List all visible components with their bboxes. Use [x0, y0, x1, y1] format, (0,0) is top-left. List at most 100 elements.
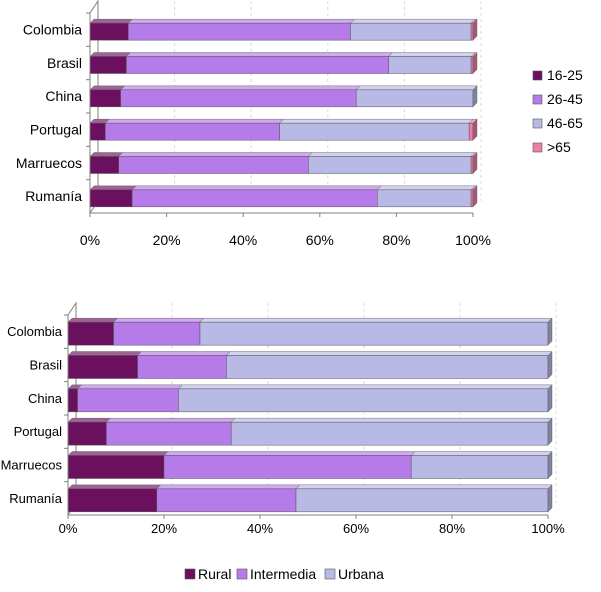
bar-brasil-16-25 [89, 52, 131, 74]
x-tick-label: 60% [343, 521, 369, 536]
x-tick-label: 0% [80, 232, 100, 248]
bar-rumania-rural [67, 484, 162, 513]
x-tick-label: 40% [229, 232, 257, 248]
legend-item-intermedia: Intermedia [236, 566, 316, 582]
legend: Rural Intermedia Urbana [184, 566, 384, 582]
bar-row-brasil [89, 52, 478, 74]
bar-brasil-rural [67, 351, 143, 379]
legend-swatch [184, 568, 196, 580]
bar-portugal-rural [67, 417, 111, 446]
bar-end-face [472, 152, 478, 174]
bar-colombia-26-45 [127, 18, 355, 41]
bar-brasil-intermedia [137, 351, 231, 379]
legend-swatch [532, 94, 543, 105]
legend-swatch [236, 568, 248, 580]
x-tick-label: 80% [382, 232, 410, 248]
bar-end-face [472, 185, 478, 208]
bar-rumania-16-25 [89, 185, 137, 208]
bar-end-face [547, 351, 553, 379]
bar-row-rumania [89, 185, 478, 208]
bar-portugal-26-45 [104, 118, 285, 141]
legend-item-16-25: 16-25 [532, 67, 583, 83]
x-tick-label: 80% [439, 521, 465, 536]
legend-swatch [532, 118, 543, 129]
bar-rumania-urbana [295, 484, 553, 513]
legend-label: 46-65 [547, 115, 583, 131]
bar-china-urbana [177, 384, 553, 413]
legend-label: 26-45 [547, 91, 583, 107]
area-type-distribution-chart: 0% 20% 40% 60% 80% 100% Colombia Brasil China Por… [1, 301, 565, 582]
bar-rumania-26-45 [131, 185, 382, 208]
legend-label: Intermedia [250, 566, 316, 582]
bar-row-china [89, 85, 478, 108]
x-tick-label: 40% [247, 521, 273, 536]
bar-marruecos-26-45 [118, 152, 313, 174]
bar-row-rumania [67, 484, 553, 513]
bar-marruecos-16-25 [89, 152, 124, 174]
bar-row-marruecos [67, 451, 553, 479]
bar-marruecos-rural [67, 451, 169, 479]
x-tick-label: 20% [153, 232, 181, 248]
bar-end-face [547, 317, 553, 346]
bar-row-portugal [89, 118, 478, 141]
legend-label: Urbana [338, 566, 384, 582]
bar-portugal-urbana [230, 417, 553, 446]
bar-portugal-46-65 [279, 118, 474, 141]
legend-swatch [532, 70, 543, 81]
bar-colombia-urbana [199, 317, 553, 346]
x-tick-label: 20% [151, 521, 177, 536]
bar-row-colombia [89, 18, 478, 41]
bar-colombia-16-25 [89, 18, 133, 41]
x-tick-label: 60% [306, 232, 334, 248]
category-label-brasil: Brasil [29, 358, 62, 373]
category-label-rumania: Rumanía [25, 188, 82, 204]
bar-end-face [547, 384, 553, 413]
category-label-marruecos: Marruecos [1, 458, 63, 473]
bar-end-face [472, 118, 478, 141]
bar-china-16-25 [89, 85, 126, 108]
legend-item-46-65: 46-65 [532, 115, 583, 131]
category-label-colombia: Colombia [7, 324, 63, 339]
bar-marruecos-intermedia [163, 451, 416, 479]
bar-china-26-45 [120, 85, 361, 108]
bar-row-marruecos [89, 152, 478, 174]
bar-portugal-intermedia [105, 417, 236, 446]
bar-china-intermedia [77, 384, 183, 413]
x-tick-label: 0% [59, 521, 78, 536]
bar-rumania-intermedia [156, 484, 301, 513]
category-label-portugal: Portugal [30, 122, 82, 138]
x-tick-label: 100% [455, 232, 491, 248]
bar-end-face [472, 85, 478, 108]
category-label-portugal: Portugal [14, 424, 63, 439]
category-label-colombia: Colombia [23, 22, 82, 38]
x-tick-label: 100% [531, 521, 565, 536]
bar-marruecos-46-65 [307, 152, 476, 174]
legend-label: >65 [547, 139, 571, 155]
bar-brasil-65 [470, 52, 478, 74]
bar-row-portugal [67, 417, 553, 446]
bar-end-face [547, 417, 553, 446]
bar-colombia-rural [67, 317, 119, 346]
bar-colombia-intermedia [113, 317, 205, 346]
bar-marruecos-urbana [410, 451, 553, 479]
age-distribution-chart: 0% 20% 40% 60% 80% 100% Colombia Brasil China Por… [16, 0, 583, 248]
category-label-marruecos: Marruecos [16, 155, 82, 171]
legend: 16-25 26-45 46-65 >65 [532, 67, 583, 155]
bar-end-face [547, 451, 553, 479]
legend-label: 16-25 [547, 67, 583, 83]
bar-brasil-urbana [225, 351, 553, 379]
category-label-china: China [45, 88, 82, 104]
bar-row-brasil [67, 351, 553, 379]
bar-china-46-65 [355, 85, 478, 108]
bar-brasil-26-45 [125, 52, 394, 74]
legend-item-65: >65 [532, 139, 571, 155]
legend-item-26-45: 26-45 [532, 91, 583, 107]
bar-row-china [67, 384, 553, 413]
legend-item-rural: Rural [184, 566, 231, 582]
bar-colombia-46-65 [349, 18, 476, 41]
bar-end-face [472, 52, 478, 74]
legend-label: Rural [198, 566, 231, 582]
legend-swatch [324, 568, 336, 580]
bar-row-colombia [67, 317, 553, 346]
bar-end-face [472, 18, 478, 41]
